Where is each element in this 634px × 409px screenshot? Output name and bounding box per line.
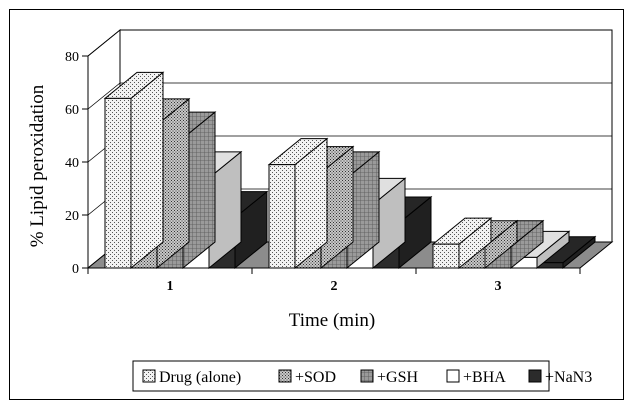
x-tick-label: 3 [495, 279, 502, 294]
gridline-side [87, 29, 121, 57]
legend: Drug (alone) +SOD +GSH +BHA +NaN3 [132, 360, 592, 392]
bar-front [104, 97, 132, 269]
legend-swatch [528, 369, 542, 383]
legend-swatch [278, 369, 292, 383]
bar-front [432, 243, 460, 269]
legend-item: +NaN3 [528, 369, 592, 386]
legend-swatch [446, 369, 460, 383]
gridline-side [87, 82, 121, 110]
y-tick-label: 60 [65, 103, 79, 118]
legend-label: +GSH [377, 369, 418, 386]
y-tick-label: 40 [65, 156, 79, 171]
y-axis-label: % Lipid peroxidation [27, 84, 48, 247]
bar-side [130, 71, 164, 270]
legend-swatch [360, 369, 374, 383]
legend-label: Drug (alone) [159, 369, 241, 386]
x-tick-label: 1 [167, 279, 174, 294]
y-axis: 0 20 40 60 80 [65, 50, 89, 277]
x-axis: 1 2 3 [87, 267, 581, 294]
legend-box [132, 360, 550, 392]
legend-item: +BHA [446, 369, 506, 386]
bar [431, 217, 493, 270]
legend-label: +NaN3 [545, 369, 592, 386]
legend-label: +BHA [463, 369, 506, 386]
legend-label: +SOD [295, 369, 336, 386]
y-tick-label: 80 [65, 50, 79, 65]
legend-item: +SOD [278, 369, 336, 386]
x-axis-label: Time (min) [289, 310, 375, 331]
y-tick-label: 20 [65, 209, 79, 224]
bar [267, 137, 329, 270]
bars [103, 71, 597, 270]
legend-item: Drug (alone) [142, 369, 241, 386]
y-tick-label: 0 [72, 262, 79, 277]
bar-front [268, 164, 296, 269]
bar [103, 71, 165, 270]
x-tick-label: 2 [331, 279, 338, 294]
legend-swatch [142, 369, 156, 383]
legend-item: +GSH [360, 369, 418, 386]
